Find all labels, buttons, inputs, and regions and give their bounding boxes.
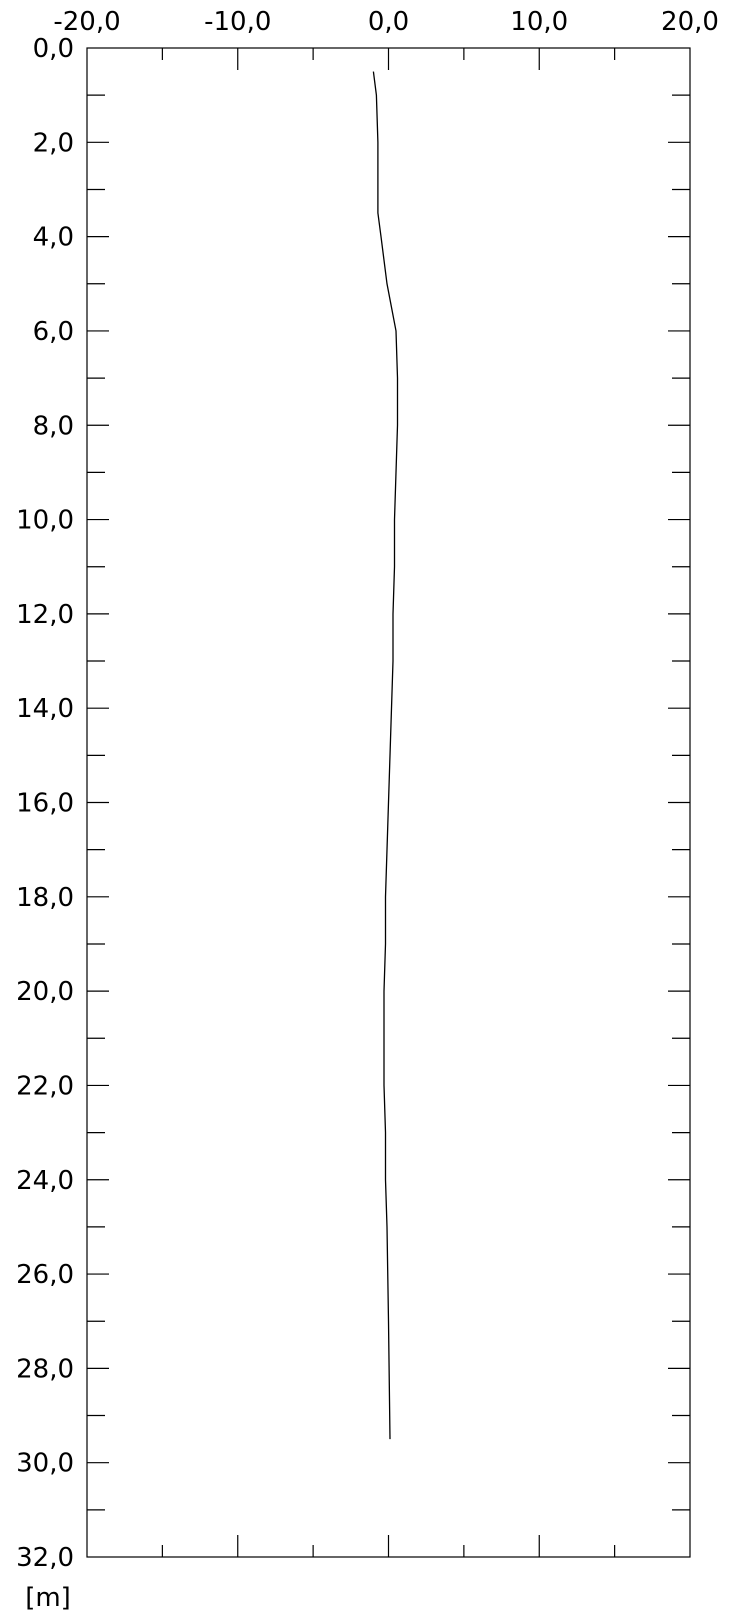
- y-tick-label: 8,0: [33, 411, 74, 441]
- series-line: [372, 71, 399, 1440]
- y-tick-label: 18,0: [16, 883, 74, 913]
- y-tick-label: 30,0: [16, 1449, 74, 1479]
- plot-frame: [86, 47, 691, 1558]
- y-tick-label: 24,0: [16, 1166, 74, 1196]
- axis-ticks: [87, 48, 690, 1557]
- y-tick-label: 22,0: [16, 1071, 74, 1101]
- tick-labels: -20,0 -10,0 0,0 10,0 20,0 0,0 2,0 4,0 6,0 8,0 10,0…: [16, 7, 719, 1573]
- y-tick-label: 16,0: [16, 789, 74, 819]
- y-tick-label: 0,0: [33, 34, 74, 64]
- x-tick-label: 0,0: [368, 7, 409, 37]
- y-tick-label: 2,0: [33, 128, 74, 158]
- y-tick-label: 26,0: [16, 1260, 74, 1290]
- y-tick-label: 32,0: [16, 1543, 74, 1573]
- y-tick-label: 12,0: [16, 600, 74, 630]
- y-tick-label: 6,0: [33, 317, 74, 347]
- y-tick-label: 28,0: [16, 1354, 74, 1384]
- x-tick-label: -20,0: [53, 7, 120, 37]
- x-tick-label: 10,0: [510, 7, 568, 37]
- y-tick-label: 10,0: [16, 506, 74, 536]
- x-tick-label: 20,0: [661, 7, 719, 37]
- y-tick-label: 20,0: [16, 977, 74, 1007]
- y-unit-label: [m]: [25, 1583, 71, 1613]
- y-tick-label: 14,0: [16, 694, 74, 724]
- x-tick-label: -10,0: [204, 7, 271, 37]
- series-group: [372, 71, 399, 1440]
- y-tick-label: 4,0: [33, 223, 74, 253]
